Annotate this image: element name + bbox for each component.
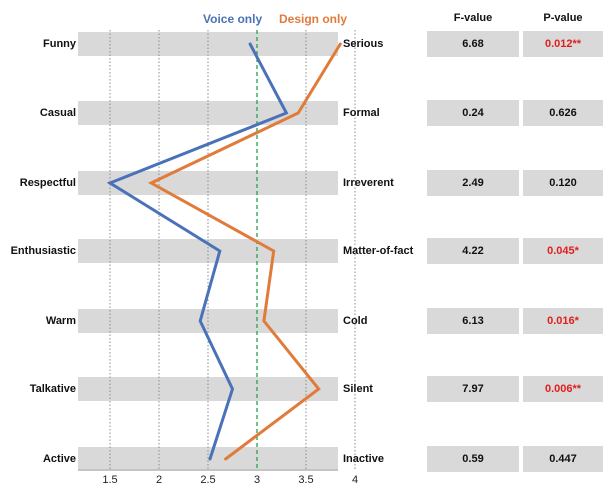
p-value-cell: 0.447 [523, 446, 603, 472]
p-value-cell: 0.016* [523, 308, 603, 334]
p-value-cell: 0.120 [523, 170, 603, 196]
x-tick-label: 3 [254, 474, 260, 486]
series-line-design-only [147, 42, 342, 461]
right-label: Silent [343, 383, 373, 395]
x-tick-label: 2.5 [200, 474, 215, 486]
f-value-cell: 4.22 [427, 238, 519, 264]
p-value-cell: 0.006** [523, 376, 603, 402]
right-label: Matter-of-fact [343, 245, 414, 257]
legend-voice-only: Voice only [203, 12, 263, 26]
x-tick-label: 4 [352, 474, 358, 486]
left-label: Casual [39, 107, 76, 119]
right-label: Formal [343, 107, 380, 119]
left-label: Funny [43, 38, 76, 50]
left-label: Warm [45, 315, 76, 327]
right-label: Cold [343, 315, 368, 327]
left-label: Active [42, 453, 76, 465]
left-label: Enthusiastic [10, 245, 76, 257]
p-value-cell: 0.045* [523, 238, 603, 264]
f-value-cell: 0.59 [427, 446, 519, 472]
legend-design-only: Design only [279, 12, 348, 26]
f-value-cell: 6.68 [427, 31, 519, 57]
p-value-cell: 0.012** [523, 31, 603, 57]
series-line-voice-only [106, 42, 289, 461]
f-value-cell: 7.97 [427, 376, 519, 402]
right-label: Serious [343, 38, 384, 50]
f-value-cell: 6.13 [427, 308, 519, 334]
left-label: Talkative [29, 383, 76, 395]
right-label: Irreverent [343, 177, 394, 189]
f-value-cell: 2.49 [427, 170, 519, 196]
left-label: Respectful [19, 177, 76, 189]
right-label: Inactive [343, 453, 384, 465]
f-value-header: F-value [453, 12, 493, 24]
f-value-cell: 0.24 [427, 100, 519, 126]
x-tick-label: 1.5 [102, 474, 117, 486]
p-value-header: P-value [543, 12, 583, 24]
p-value-cell: 0.626 [523, 100, 603, 126]
x-tick-label: 3.5 [298, 474, 313, 486]
x-tick-label: 2 [156, 474, 162, 486]
